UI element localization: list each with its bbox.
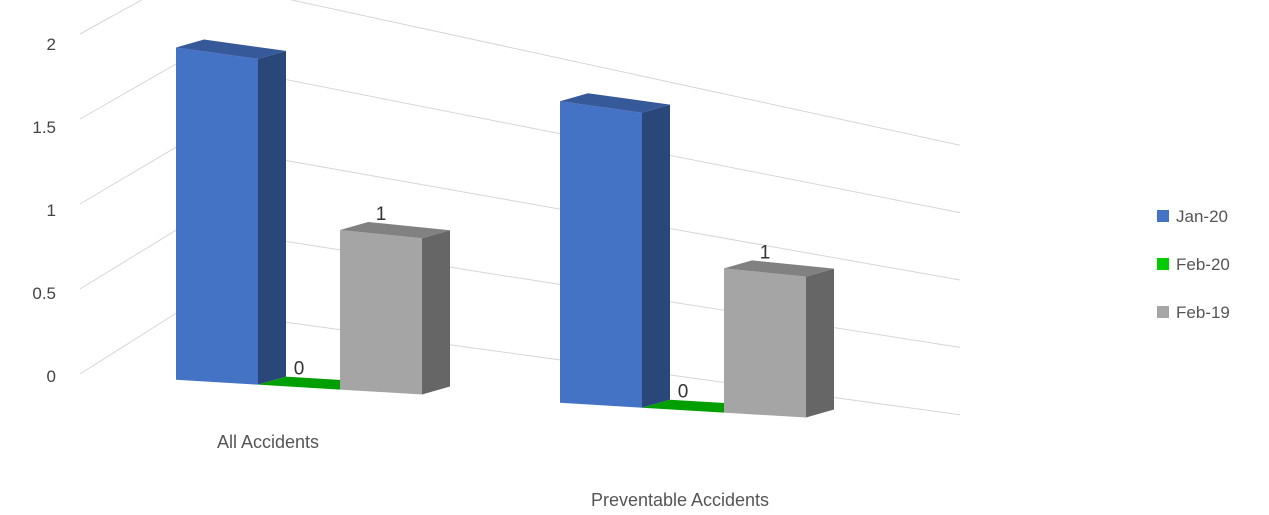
bar-front bbox=[560, 101, 642, 408]
legend-label: Jan-20 bbox=[1176, 207, 1228, 226]
gridline-back bbox=[289, 0, 961, 146]
category-labels: All Accidents Preventable Accidents bbox=[217, 432, 769, 510]
bar-side bbox=[806, 268, 834, 418]
data-labels: 0 1 0 1 bbox=[294, 204, 771, 403]
bar bbox=[340, 222, 450, 395]
data-label: 1 bbox=[760, 242, 771, 263]
bar-top bbox=[340, 222, 450, 239]
data-label: 1 bbox=[376, 204, 387, 225]
bar bbox=[724, 260, 834, 418]
y-tick-label: 2 bbox=[47, 35, 56, 54]
legend-label: Feb-19 bbox=[1176, 303, 1230, 322]
bar-front bbox=[340, 230, 422, 395]
bar-side bbox=[642, 104, 670, 408]
legend-swatch bbox=[1157, 258, 1169, 270]
legend-swatch bbox=[1157, 306, 1169, 318]
y-axis-tick-labels: 0 0.5 1 1.5 2 bbox=[32, 35, 56, 386]
data-label: 0 bbox=[678, 382, 689, 403]
bars bbox=[176, 39, 834, 418]
bar-top bbox=[560, 93, 670, 113]
gridline-side bbox=[79, 59, 185, 120]
gridline-side bbox=[79, 307, 185, 375]
gridline-side bbox=[79, 141, 185, 205]
legend-swatch bbox=[1157, 210, 1169, 222]
legend: Jan-20 Feb-20 Feb-19 bbox=[1157, 207, 1230, 322]
bar-side bbox=[258, 50, 286, 385]
bar-top bbox=[724, 260, 834, 277]
bar-front bbox=[176, 47, 258, 385]
gridline-side bbox=[79, 0, 143, 35]
bar-side bbox=[422, 230, 450, 395]
y-tick-label: 1 bbox=[47, 201, 56, 220]
legend-label: Feb-20 bbox=[1176, 255, 1230, 274]
y-tick-label: 0 bbox=[47, 367, 56, 386]
bar bbox=[176, 39, 286, 385]
category-label: All Accidents bbox=[217, 432, 319, 452]
bar-top bbox=[176, 39, 286, 59]
y-tick-label: 0.5 bbox=[32, 284, 56, 303]
bar-front bbox=[724, 268, 806, 418]
data-label: 0 bbox=[294, 359, 305, 380]
category-label: Preventable Accidents bbox=[591, 490, 769, 510]
y-tick-label: 1.5 bbox=[32, 118, 56, 137]
gridline-side bbox=[79, 224, 185, 290]
bar bbox=[560, 93, 670, 408]
